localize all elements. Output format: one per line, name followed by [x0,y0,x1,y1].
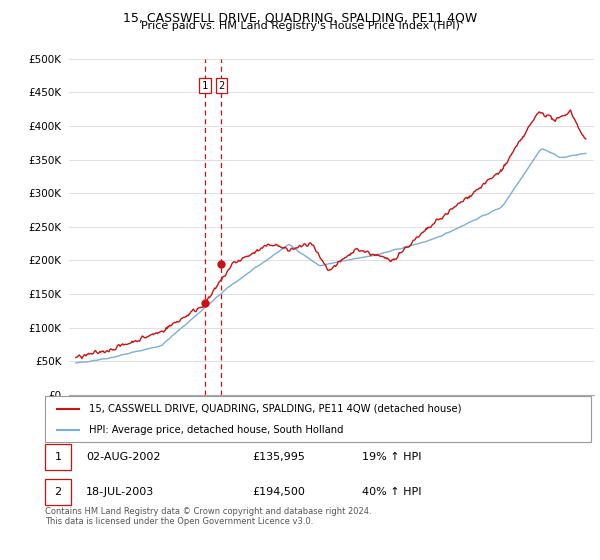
Text: 15, CASSWELL DRIVE, QUADRING, SPALDING, PE11 4QW (detached house): 15, CASSWELL DRIVE, QUADRING, SPALDING, … [89,404,461,414]
Text: HPI: Average price, detached house, South Holland: HPI: Average price, detached house, Sout… [89,425,343,435]
Text: 19% ↑ HPI: 19% ↑ HPI [362,452,421,462]
Text: 15, CASSWELL DRIVE, QUADRING, SPALDING, PE11 4QW: 15, CASSWELL DRIVE, QUADRING, SPALDING, … [123,11,477,24]
FancyBboxPatch shape [45,396,591,442]
FancyBboxPatch shape [45,479,71,505]
Text: Contains HM Land Registry data © Crown copyright and database right 2024.
This d: Contains HM Land Registry data © Crown c… [45,507,371,526]
Text: 2: 2 [55,487,62,497]
Text: 2: 2 [218,81,224,91]
Text: Price paid vs. HM Land Registry's House Price Index (HPI): Price paid vs. HM Land Registry's House … [140,21,460,31]
Text: 1: 1 [55,452,62,462]
Text: £194,500: £194,500 [253,487,305,497]
Text: 1: 1 [202,81,208,91]
Text: 18-JUL-2003: 18-JUL-2003 [86,487,154,497]
Text: 02-AUG-2002: 02-AUG-2002 [86,452,160,462]
Text: 40% ↑ HPI: 40% ↑ HPI [362,487,421,497]
Text: £135,995: £135,995 [253,452,305,462]
FancyBboxPatch shape [45,444,71,470]
